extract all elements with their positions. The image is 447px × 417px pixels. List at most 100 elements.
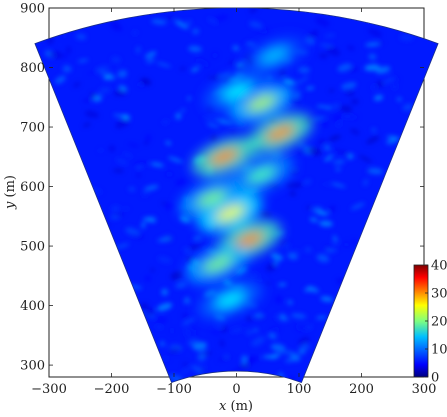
speckle: [175, 112, 182, 120]
speckle: [291, 313, 307, 319]
speckle: [371, 128, 377, 132]
speckle: [230, 326, 244, 334]
y-axis-ticks: 300 400 500 600 700 800 900: [20, 2, 424, 374]
speckle: [174, 20, 189, 29]
x-axis-ticks: −300 −200 −100 0 100 200 300: [31, 8, 436, 397]
speckle: [376, 80, 385, 87]
colorbar-tick-label: 10: [431, 343, 447, 358]
speckle: [286, 182, 303, 189]
speckle: [305, 206, 312, 209]
speckle: [275, 295, 282, 301]
speckle: [139, 303, 149, 310]
speckle: [90, 92, 96, 99]
colorbar-tick-label: 0: [431, 371, 439, 386]
speckle: [183, 247, 191, 253]
speckle: [175, 281, 187, 290]
speckle: [170, 271, 183, 280]
speckle: [112, 212, 125, 217]
speckle: [301, 343, 310, 351]
speckle: [402, 103, 414, 111]
speckle: [144, 307, 155, 317]
speckle: [187, 96, 192, 101]
speckle: [216, 118, 227, 122]
speckle: [312, 116, 327, 121]
speckle: [162, 356, 170, 361]
sector-outline: [34, 7, 439, 384]
speckle: [183, 302, 193, 305]
speckle: [206, 122, 220, 128]
speckle: [316, 316, 327, 320]
x-tick-label: 300: [412, 382, 437, 397]
feature-core: [215, 205, 246, 222]
speckle: [399, 34, 414, 41]
speckle: [339, 105, 353, 113]
speckle: [265, 282, 271, 285]
speckle: [157, 237, 173, 243]
speckle: [295, 76, 310, 85]
speckle: [75, 33, 87, 40]
speckle: [381, 77, 396, 85]
speckle: [326, 46, 341, 56]
speckle: [150, 268, 155, 273]
speckle: [115, 243, 130, 249]
speckle: [160, 341, 165, 347]
speckle: [157, 256, 172, 264]
speckle: [188, 45, 202, 53]
speckle: [347, 45, 355, 51]
speckle: [217, 72, 232, 78]
speckle: [326, 103, 341, 111]
speckle: [207, 76, 221, 80]
speckle: [192, 69, 199, 73]
speckle: [269, 326, 280, 335]
speckle: [367, 28, 383, 37]
speckle: [219, 121, 233, 125]
speckle: [266, 75, 273, 80]
speckle: [350, 115, 359, 121]
speckle: [165, 141, 172, 145]
speckle: [195, 58, 210, 68]
speckle: [187, 339, 200, 347]
speckle: [113, 90, 127, 97]
speckle: [331, 113, 342, 122]
speckle: [257, 28, 270, 34]
speckle: [193, 236, 202, 240]
speckle: [396, 97, 402, 102]
speckle: [297, 141, 307, 149]
speckle: [174, 178, 187, 186]
speckle: [270, 253, 283, 261]
feature-core: [246, 166, 277, 183]
speckle: [304, 246, 312, 253]
speckle: [151, 18, 167, 25]
speckle: [215, 73, 220, 77]
speckle: [179, 215, 190, 223]
y-tick-label: 700: [20, 121, 45, 136]
speckle: [326, 245, 340, 250]
speckle: [180, 368, 191, 374]
speckle: [66, 46, 71, 55]
speckle: [317, 139, 327, 145]
speckle: [186, 19, 192, 26]
speckle: [232, 45, 240, 52]
feature-core: [202, 255, 233, 273]
feature-core: [221, 83, 252, 100]
speckle: [253, 312, 264, 319]
speckle: [262, 354, 279, 359]
speckle: [326, 150, 338, 155]
speckle: [245, 316, 253, 322]
speckle: [280, 313, 286, 321]
speckle: [62, 65, 72, 73]
speckle: [179, 66, 186, 71]
speckle: [156, 302, 173, 312]
feature-core: [258, 47, 290, 64]
sonar-sector-image: [34, 8, 439, 383]
speckle: [125, 227, 140, 236]
speckle: [287, 300, 293, 305]
speckle: [219, 339, 225, 348]
speckle: [371, 84, 378, 90]
speckle: [77, 59, 89, 63]
speckle: [343, 241, 350, 248]
speckle: [329, 205, 336, 213]
speckle: [249, 21, 263, 29]
speckle: [314, 17, 330, 27]
speckle: [241, 355, 246, 363]
